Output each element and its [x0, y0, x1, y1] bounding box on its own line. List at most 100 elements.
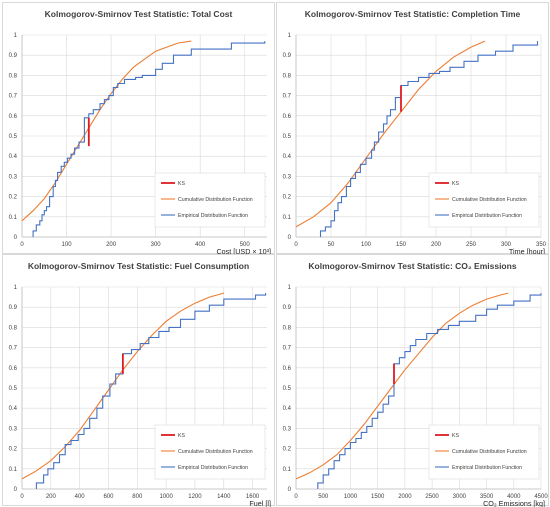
- x-tick-label: 1000: [344, 494, 358, 500]
- y-tick-label: 0.7: [9, 346, 18, 352]
- x-tick-label: 300: [501, 242, 512, 248]
- x-axis-title: Fuel [l]: [249, 499, 271, 507]
- x-tick-label: 200: [106, 242, 117, 248]
- y-tick-label: 0.5: [9, 134, 18, 140]
- y-tick-label: 0.3: [9, 174, 18, 180]
- chart-panel-fuel-consumption: Kolmogorov-Smirnov Test Statistic: Fuel …: [2, 254, 275, 507]
- y-tick-label: 0: [14, 235, 18, 241]
- y-tick-label: 0.9: [9, 53, 18, 59]
- y-tick-label: 0.4: [283, 406, 292, 412]
- cdf-series-line: [295, 292, 509, 480]
- x-tick-label: 600: [103, 494, 114, 500]
- y-tick-label: 0.6: [9, 114, 18, 120]
- x-tick-label: 150: [396, 242, 407, 248]
- chart-panel-completion-time: Kolmogorov-Smirnov Test Statistic: Compl…: [276, 2, 549, 255]
- y-tick-label: 0.8: [283, 73, 292, 79]
- edf-series-line: [319, 41, 539, 237]
- x-tick-label: 0: [20, 242, 24, 248]
- x-tick-label: 1400: [217, 494, 231, 500]
- y-tick-label: 0.4: [9, 406, 18, 412]
- x-tick-label: 250: [466, 242, 477, 248]
- y-tick-label: 0.1: [283, 215, 292, 221]
- x-axis-title: Time [hour]: [509, 247, 545, 255]
- x-tick-label: 3500: [480, 494, 494, 500]
- y-tick-label: 0.8: [9, 325, 18, 331]
- y-tick-label: 0.9: [283, 305, 292, 311]
- legend-label: KS: [452, 181, 459, 187]
- x-tick-label: 100: [62, 242, 73, 248]
- y-tick-label: 1: [288, 33, 292, 39]
- y-tick-label: 0.9: [283, 53, 292, 59]
- x-tick-label: 300: [151, 242, 162, 248]
- edf-series-line: [32, 41, 266, 237]
- legend-label: Empirical Distribution Function: [452, 465, 522, 471]
- legend-box: [154, 172, 266, 228]
- chart-panel-co2-emissions: Kolmogorov-Smirnov Test Statistic: CO₂ E…: [276, 254, 549, 507]
- legend-label: Empirical Distribution Function: [452, 213, 522, 219]
- x-tick-label: 0: [20, 494, 24, 500]
- edf-series-line: [35, 293, 267, 489]
- legend-box: [428, 172, 540, 228]
- cdf-series-line: [21, 40, 192, 222]
- y-tick-label: 0.2: [9, 447, 18, 453]
- x-tick-label: 0: [294, 242, 298, 248]
- y-tick-label: 0.3: [283, 426, 292, 432]
- x-tick-label: 100: [361, 242, 372, 248]
- y-tick-label: 0.5: [283, 134, 292, 140]
- x-tick-label: 1000: [159, 494, 173, 500]
- x-tick-label: 3000: [453, 494, 467, 500]
- chart-title: Kolmogorov-Smirnov Test Statistic: CO₂ E…: [308, 261, 517, 271]
- x-tick-label: 350: [536, 242, 547, 248]
- legend-label: Cumulative Distribution Function: [178, 449, 253, 455]
- y-tick-label: 0.1: [9, 215, 18, 221]
- y-tick-label: 0.3: [283, 174, 292, 180]
- legend-label: Empirical Distribution Function: [178, 465, 248, 471]
- x-tick-label: 0: [294, 494, 298, 500]
- x-axis-title: CO₂ Emissions [kg]: [483, 499, 545, 507]
- y-tick-label: 1: [14, 33, 18, 39]
- y-tick-label: 0.7: [9, 94, 18, 100]
- y-tick-label: 1: [288, 285, 292, 291]
- x-tick-label: 2500: [425, 494, 439, 500]
- y-tick-label: 0.2: [283, 447, 292, 453]
- y-tick-label: 0.8: [9, 73, 18, 79]
- x-tick-label: 200: [431, 242, 442, 248]
- y-tick-label: 0.9: [9, 305, 18, 311]
- legend-label: KS: [178, 433, 185, 439]
- legend-label: Cumulative Distribution Function: [178, 197, 253, 203]
- y-tick-label: 0.6: [283, 366, 292, 372]
- y-tick-label: 0.6: [9, 366, 18, 372]
- y-tick-label: 1: [14, 285, 18, 291]
- x-tick-label: 500: [318, 494, 329, 500]
- y-tick-label: 0.3: [9, 426, 18, 432]
- legend-label: Empirical Distribution Function: [178, 213, 248, 219]
- x-tick-label: 200: [46, 494, 57, 500]
- y-tick-label: 0.4: [283, 154, 292, 160]
- x-tick-label: 800: [132, 494, 143, 500]
- legend-label: Cumulative Distribution Function: [452, 449, 527, 455]
- x-tick-label: 1200: [188, 494, 202, 500]
- chart-plot: 0 0.1 0.2 0.3 0.4 0.5 0.6 0.7 0.8 0.9 1 0 200 400 600 8…: [9, 285, 271, 507]
- y-tick-label: 0: [288, 235, 292, 241]
- x-tick-label: 1600: [246, 494, 260, 500]
- chart-plot: 0 0.1 0.2 0.3 0.4 0.5 0.6 0.7 0.8 0.9 1 0 500 1000 150…: [283, 285, 549, 507]
- y-tick-label: 0: [288, 487, 292, 493]
- y-tick-label: 0.4: [9, 154, 18, 160]
- x-tick-label: 50: [328, 242, 335, 248]
- chart-title: Kolmogorov-Smirnov Test Statistic: Total…: [44, 9, 233, 19]
- y-tick-label: 0.5: [9, 386, 18, 392]
- y-tick-label: 0.1: [9, 467, 18, 473]
- legend-box: [154, 424, 266, 480]
- x-tick-label: 500: [240, 242, 251, 248]
- chart-title: Kolmogorov-Smirnov Test Statistic: Compl…: [304, 9, 521, 19]
- x-tick-label: 1500: [371, 494, 385, 500]
- y-tick-label: 0.2: [283, 195, 292, 201]
- chart-panel-total-cost: Kolmogorov-Smirnov Test Statistic: Total…: [2, 2, 275, 255]
- y-tick-label: 0.8: [283, 325, 292, 331]
- legend-label: KS: [178, 181, 185, 187]
- y-tick-label: 0.6: [283, 114, 292, 120]
- y-tick-label: 0.7: [283, 346, 292, 352]
- y-tick-label: 0: [14, 487, 18, 493]
- legend-box: [428, 424, 540, 480]
